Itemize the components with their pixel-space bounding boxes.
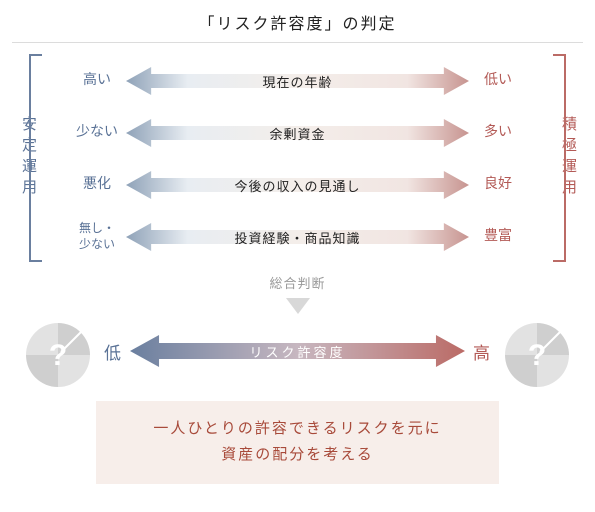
row-center-label: 投資経験・商品知識 (234, 228, 360, 247)
row-left-label: 悪化 (68, 176, 126, 194)
judgement-label: 総合判断 (0, 273, 595, 292)
matrix-row: 無し・少ない 投資経験・商品知識 豊富 (68, 211, 527, 263)
left-bracket-icon (26, 53, 44, 263)
tolerance-center-label: リスク許容度 (249, 342, 345, 361)
row-center-label: 今後の収入の見通し (234, 176, 360, 195)
row-left-label: 無し・少ない (68, 221, 126, 252)
matrix-rows: 高い 現在の年齢 低い少ない 余剰資金 多い悪化 今後の収入の見通し 良好無し・少ない 投資経… (68, 55, 527, 263)
right-bracket-icon (551, 53, 569, 263)
row-arrow: 投資経験・商品知識 (126, 221, 469, 253)
row-arrow: 現在の年齢 (126, 65, 469, 97)
pie-right: ? (503, 321, 571, 389)
row-left-label: 高い (68, 72, 126, 90)
tolerance-right-label: 高 (465, 339, 499, 364)
matrix-row: 高い 現在の年齢 低い (68, 55, 527, 107)
left-bracket: 安定運用 (20, 53, 56, 263)
pie-question-mark: ? (528, 339, 546, 372)
matrix-area: 安定運用 積極運用 高い 現在の年齢 低い少ない 余剰資金 多い悪化 今後の収入の見通し 良… (0, 47, 595, 269)
tolerance-area: ? ? 低 リスク許容度 高 (0, 325, 595, 385)
pie-icon: ? (24, 321, 92, 389)
row-arrow: 余剰資金 (126, 117, 469, 149)
conclusion-line2: 資産の配分を考える (106, 443, 489, 469)
conclusion-box: 一人ひとりの許容できるリスクを元に 資産の配分を考える (96, 401, 499, 484)
row-center-label: 現在の年齢 (262, 72, 332, 91)
right-bracket: 積極運用 (539, 53, 575, 263)
row-right-label: 低い (469, 72, 527, 90)
tolerance-row: 低 リスク許容度 高 (96, 331, 499, 371)
divider (12, 42, 583, 43)
row-right-label: 良好 (469, 176, 527, 194)
down-chevron (0, 294, 595, 323)
tolerance-arrow: リスク許容度 (130, 333, 465, 369)
triangle-down-icon (282, 294, 314, 318)
matrix-row: 少ない 余剰資金 多い (68, 107, 527, 159)
row-right-label: 多い (469, 124, 527, 142)
row-right-label: 豊富 (469, 228, 527, 246)
row-center-label: 余剰資金 (269, 124, 325, 143)
tolerance-left-label: 低 (96, 339, 130, 364)
matrix-row: 悪化 今後の収入の見通し 良好 (68, 159, 527, 211)
pie-left: ? (24, 321, 92, 389)
pie-icon: ? (503, 321, 571, 389)
pie-question-mark: ? (49, 339, 67, 372)
page-title: 「リスク許容度」の判定 (0, 0, 595, 42)
row-arrow: 今後の収入の見通し (126, 169, 469, 201)
conclusion-line1: 一人ひとりの許容できるリスクを元に (106, 417, 489, 443)
row-left-label: 少ない (68, 124, 126, 142)
